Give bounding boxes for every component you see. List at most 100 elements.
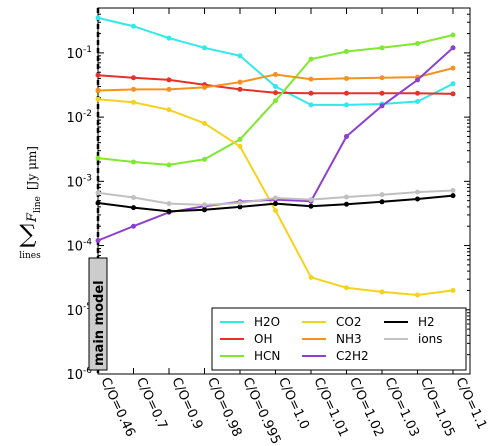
x-tick-label: C/O=0.9 bbox=[168, 375, 205, 431]
data-point-ions bbox=[415, 189, 420, 195]
data-point-ions bbox=[202, 202, 207, 208]
y-tick-label: 10-2 bbox=[66, 109, 92, 126]
main-model-box bbox=[88, 257, 108, 371]
y-axis-label-sum: ∑ bbox=[19, 220, 36, 248]
data-point-co2 bbox=[308, 274, 314, 280]
data-point-nh3 bbox=[237, 79, 243, 85]
data-point-c2h2 bbox=[415, 77, 420, 83]
data-point-oh bbox=[450, 91, 456, 97]
legend-label-c2h2: C2H2 bbox=[336, 349, 369, 363]
data-point-ions bbox=[131, 195, 136, 201]
y-tick-label: 10-4 bbox=[66, 238, 92, 255]
data-point-h2 bbox=[344, 201, 349, 207]
data-point-hcn bbox=[344, 49, 349, 55]
data-point-oh bbox=[344, 90, 349, 96]
data-point-nh3 bbox=[308, 76, 314, 82]
data-point-co2 bbox=[379, 289, 385, 295]
data-point-hcn bbox=[95, 155, 101, 161]
data-point-co2 bbox=[166, 107, 172, 113]
data-point-c2h2 bbox=[131, 223, 136, 229]
data-point-co2 bbox=[450, 287, 456, 293]
data-point-hcn bbox=[308, 56, 314, 62]
data-point-co2 bbox=[344, 285, 349, 291]
legend-label-nh3: NH3 bbox=[336, 332, 362, 346]
data-point-ions bbox=[95, 190, 101, 196]
data-point-nh3 bbox=[379, 75, 385, 81]
y-axis-label-unit: [Jy μm] bbox=[25, 146, 39, 190]
data-point-h2 bbox=[166, 208, 172, 214]
data-point-hcn bbox=[273, 98, 278, 104]
data-point-h2 bbox=[415, 196, 420, 202]
data-point-ions bbox=[237, 200, 243, 206]
data-point-h2 bbox=[95, 200, 101, 206]
x-tick-label: C/O=0.98 bbox=[204, 375, 244, 439]
data-point-oh bbox=[237, 86, 243, 92]
legend-label-h2o: H2O bbox=[254, 315, 280, 329]
data-point-nh3 bbox=[95, 87, 101, 93]
data-point-hcn bbox=[166, 162, 172, 168]
data-point-ions bbox=[273, 195, 278, 201]
data-point-c2h2 bbox=[450, 45, 456, 51]
legend-label-h2: H2 bbox=[418, 315, 435, 329]
data-point-co2 bbox=[415, 292, 420, 298]
data-point-oh bbox=[379, 90, 385, 96]
data-point-h2 bbox=[202, 207, 207, 213]
data-point-co2 bbox=[202, 120, 207, 126]
data-point-h2 bbox=[308, 203, 314, 209]
x-tick-label: C/O=1.02 bbox=[346, 375, 386, 439]
data-point-h2 bbox=[273, 201, 278, 207]
y-axis-label-var: F bbox=[25, 212, 40, 223]
data-point-co2 bbox=[273, 208, 278, 214]
data-point-h2o bbox=[95, 15, 101, 21]
x-tick-label: C/O=0.995 bbox=[239, 375, 283, 446]
data-point-nh3 bbox=[273, 72, 278, 78]
data-point-hcn bbox=[202, 156, 207, 162]
x-tick-label: C/O=0.46 bbox=[97, 375, 137, 439]
data-point-h2o bbox=[308, 102, 314, 108]
legend-label-hcn: HCN bbox=[254, 349, 280, 363]
data-point-co2 bbox=[95, 96, 101, 102]
data-point-c2h2 bbox=[344, 133, 349, 139]
data-point-h2 bbox=[237, 204, 243, 210]
data-point-hcn bbox=[450, 32, 456, 38]
data-point-oh bbox=[415, 90, 420, 96]
data-point-h2o bbox=[166, 35, 172, 41]
data-point-nh3 bbox=[450, 65, 456, 71]
legend bbox=[211, 307, 467, 371]
data-point-hcn bbox=[415, 41, 420, 47]
x-tick-label: C/O=1.05 bbox=[417, 375, 457, 439]
y-axis-label: ∑ lines F line [Jy μm] bbox=[19, 146, 43, 261]
y-axis-label-sum-subscript: lines bbox=[19, 251, 41, 261]
data-point-c2h2 bbox=[95, 237, 101, 243]
data-point-oh bbox=[131, 75, 136, 81]
y-tick-label: 10-3 bbox=[66, 173, 92, 190]
y-tick-label: 10-1 bbox=[66, 45, 92, 62]
data-point-h2o bbox=[202, 45, 207, 51]
data-point-co2 bbox=[131, 99, 136, 105]
data-point-nh3 bbox=[344, 75, 349, 81]
data-point-h2o bbox=[450, 81, 456, 87]
main-model-annotation: main model bbox=[92, 280, 107, 366]
data-point-h2 bbox=[450, 193, 456, 199]
y-axis-label-var-subscript: line bbox=[33, 196, 43, 213]
data-point-hcn bbox=[237, 136, 243, 142]
data-point-nh3 bbox=[131, 86, 136, 92]
y-tick-label: 10-6 bbox=[66, 366, 92, 383]
data-point-ions bbox=[308, 197, 314, 203]
data-point-nh3 bbox=[202, 84, 207, 90]
data-point-hcn bbox=[131, 159, 136, 165]
data-point-oh bbox=[273, 90, 278, 96]
x-tick-label: C/O=1.0 bbox=[275, 375, 312, 431]
data-point-oh bbox=[95, 72, 101, 78]
data-point-h2o bbox=[344, 102, 349, 108]
legend-label-ions: ions bbox=[418, 332, 443, 346]
data-point-c2h2 bbox=[379, 103, 385, 109]
x-tick-label: C/O=1.03 bbox=[381, 375, 421, 439]
data-point-oh bbox=[166, 77, 172, 83]
data-point-h2o bbox=[415, 99, 420, 105]
data-point-hcn bbox=[379, 45, 385, 51]
legend-label-co2: CO2 bbox=[336, 315, 361, 329]
data-point-h2 bbox=[379, 199, 385, 205]
data-point-ions bbox=[166, 201, 172, 207]
